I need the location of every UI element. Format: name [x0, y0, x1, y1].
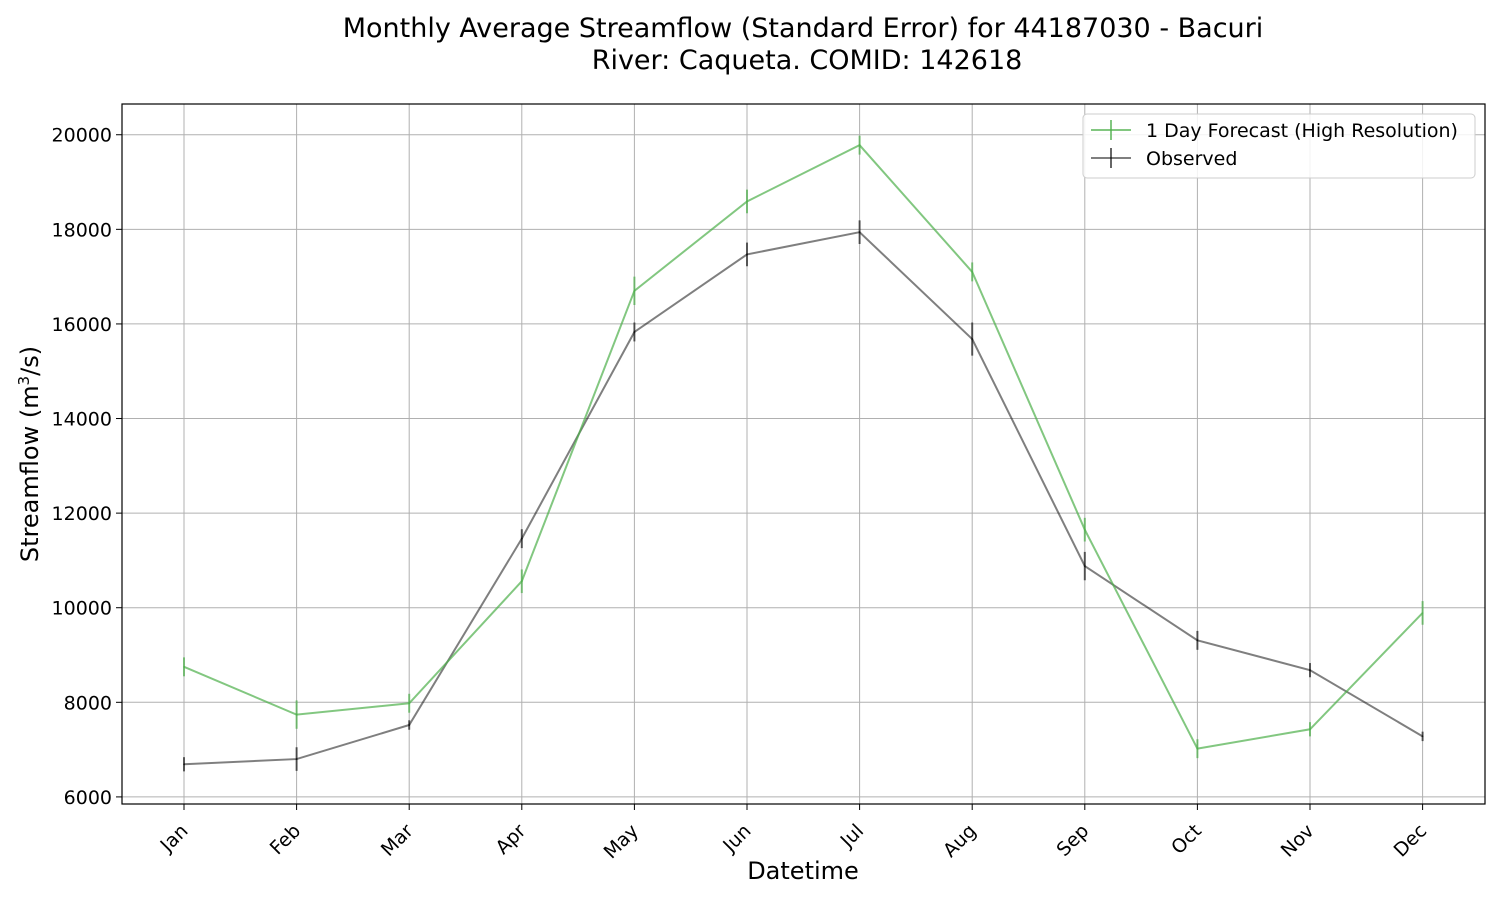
x-tick-label: Jun	[718, 820, 755, 857]
legend-entry-label: 1 Day Forecast (High Resolution)	[1146, 120, 1458, 142]
data-point-1-day-forecast-high-resolution	[1084, 528, 1086, 531]
x-tick-label: Nov	[1277, 820, 1319, 862]
x-tick-label: Aug	[939, 820, 981, 862]
data-point-observed	[858, 231, 861, 233]
data-point-1-day-forecast-high-resolution	[1421, 612, 1424, 614]
data-point-observed	[183, 763, 185, 766]
data-point-1-day-forecast-high-resolution	[746, 200, 748, 203]
data-point-1-day-forecast-high-resolution	[1196, 747, 1199, 750]
y-tick-label: 6000	[64, 787, 112, 809]
y-tick-label: 16000	[52, 314, 112, 336]
data-point-observed	[633, 331, 636, 333]
y-axis: 6000 8000 10000 12000 14000 16000 18000 20000	[52, 125, 122, 809]
series-line-1-day-forecast-high-resolution	[183, 143, 1424, 750]
y-axis-label-main: Streamflow (m	[16, 385, 44, 562]
y-tick-label: 8000	[64, 692, 112, 714]
data-point-observed	[408, 724, 411, 726]
data-point-1-day-forecast-high-resolution	[183, 666, 185, 668]
legend: 1 Day Forecast (High Resolution) Observed	[1082, 113, 1476, 179]
y-tick-label: 20000	[52, 125, 112, 147]
y-tick-label: 10000	[52, 598, 112, 620]
y-axis-label-tail: /s)	[16, 346, 44, 376]
series-line-observed	[183, 231, 1424, 766]
data-point-observed	[295, 758, 298, 760]
x-axis: Jan Feb Mar Apr May Jun Jul Aug Sep Oct Nov Dec	[156, 804, 1432, 863]
x-tick-label: Oct	[1167, 820, 1206, 859]
data-point-1-day-forecast-high-resolution	[971, 271, 973, 273]
series-layer	[183, 135, 1424, 772]
x-tick-label: Apr	[492, 820, 531, 859]
x-tick-label: Dec	[1390, 820, 1432, 862]
plot-frame	[121, 103, 1486, 805]
x-tick-label: Mar	[377, 820, 418, 861]
chart-title-line-1: Monthly Average Streamflow (Standard Err…	[343, 13, 1264, 44]
y-tick-label: 14000	[52, 409, 112, 431]
data-point-1-day-forecast-high-resolution	[1309, 728, 1311, 731]
data-point-observed	[1196, 639, 1199, 642]
y-tick-label: 12000	[52, 503, 112, 525]
legend-entry-label: Observed	[1146, 148, 1237, 170]
data-point-observed	[971, 338, 973, 340]
x-tick-label: Feb	[266, 820, 305, 859]
y-tick-label: 18000	[52, 219, 112, 241]
data-point-observed	[1084, 565, 1086, 567]
x-axis-label: Datetime	[747, 857, 859, 885]
data-point-observed	[521, 537, 523, 540]
chart-title-line-2: River: Caqueta. COMID: 142618	[592, 45, 1023, 76]
x-tick-label: Jul	[836, 820, 868, 852]
grid-lines	[122, 104, 1485, 804]
data-point-1-day-forecast-high-resolution	[858, 144, 861, 146]
data-point-1-day-forecast-high-resolution	[408, 702, 411, 705]
data-point-1-day-forecast-high-resolution	[295, 713, 298, 716]
y-axis-label-sup: 3	[15, 376, 33, 386]
data-point-observed	[1309, 669, 1311, 671]
data-point-observed	[1421, 735, 1424, 738]
legend-box	[1082, 113, 1476, 179]
y-axis-label: Streamflow (m3/s)	[15, 346, 44, 562]
x-tick-label: Sep	[1052, 820, 1093, 861]
data-point-1-day-forecast-high-resolution	[521, 580, 523, 583]
data-point-1-day-forecast-high-resolution	[633, 290, 636, 292]
data-point-observed	[746, 253, 748, 256]
x-tick-label: May	[600, 820, 643, 863]
x-tick-label: Jan	[156, 820, 193, 857]
